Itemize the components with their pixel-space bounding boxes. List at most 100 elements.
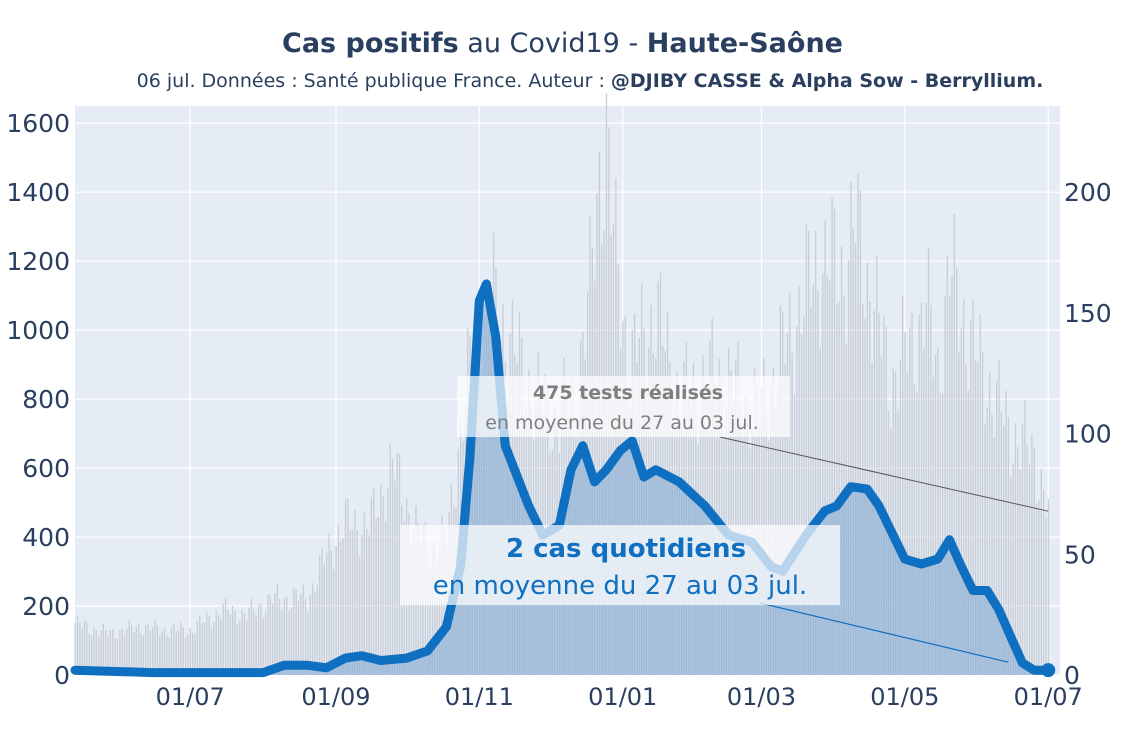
tests-bar — [208, 615, 210, 675]
tests-bar — [927, 248, 930, 675]
tests-bar — [857, 173, 859, 675]
tests-bar — [833, 209, 836, 675]
tests-bar — [363, 511, 365, 675]
tests-bar — [789, 293, 791, 675]
tests-bar — [166, 635, 168, 675]
tests-bar — [1021, 423, 1024, 675]
tests-bar — [953, 213, 956, 675]
tests-bar — [763, 358, 765, 675]
tests-bar — [152, 627, 154, 675]
annotation-cases-bold: 2 cas quotidiens — [506, 534, 746, 564]
tests-bar — [831, 197, 833, 676]
tests-bar — [114, 638, 116, 675]
tests-bar — [913, 383, 916, 675]
tests-bar — [330, 550, 333, 675]
tests-bar — [1003, 425, 1005, 675]
tests-bar — [358, 556, 361, 675]
tests-bar — [229, 614, 231, 675]
x-tick-label: 01/09 — [301, 683, 370, 711]
annotation-cases-box — [400, 525, 840, 605]
tests-bar — [958, 352, 960, 675]
right-axis-ticks: 0 50 100 150 200 — [1064, 178, 1112, 690]
tests-bar — [74, 623, 76, 675]
tests-bar — [227, 610, 229, 675]
tests-bar — [246, 619, 248, 675]
tests-bar — [264, 612, 267, 675]
tests-bar — [192, 632, 194, 675]
tests-bar — [972, 299, 974, 675]
tests-bar — [610, 235, 612, 675]
tests-bar — [356, 530, 358, 675]
tests-bar — [366, 529, 368, 675]
tests-bar — [391, 458, 394, 675]
tests-bar — [295, 589, 297, 675]
tests-bar — [988, 372, 991, 675]
tests-bar — [271, 603, 274, 675]
tests-bar — [984, 424, 986, 675]
tests-bar — [215, 610, 217, 675]
annotation-cases-text: en moyenne du 27 au 03 jul. — [433, 571, 807, 601]
x-tick-label: 01/11 — [445, 683, 514, 711]
tests-bar — [791, 353, 793, 675]
tests-bar — [119, 629, 121, 675]
tests-bar — [300, 593, 302, 675]
tests-bar — [267, 594, 269, 675]
tests-bar — [730, 370, 732, 675]
tests-bar — [911, 312, 913, 675]
tests-bar — [88, 633, 90, 675]
tests-bar — [438, 545, 441, 675]
tests-bar — [262, 617, 264, 675]
tests-bar — [283, 598, 286, 675]
tests-bar — [939, 392, 941, 675]
tests-bar — [956, 267, 958, 675]
tests-bar — [840, 246, 843, 675]
tests-bar — [899, 360, 901, 675]
tests-bar — [420, 542, 422, 675]
tests-bar — [123, 634, 126, 675]
tests-bar — [904, 331, 906, 675]
tests-bar — [184, 637, 187, 675]
tests-bar — [826, 277, 829, 675]
tests-bar — [901, 296, 904, 675]
tests-bar — [1031, 433, 1033, 675]
tests-bar — [79, 622, 81, 675]
left-tick-label: 600 — [22, 454, 70, 483]
tests-bar — [930, 305, 932, 675]
tests-bar — [337, 525, 340, 675]
tests-bar — [1045, 517, 1047, 675]
right-tick-label: 50 — [1064, 540, 1096, 569]
tests-bar — [838, 301, 840, 675]
tests-bar — [142, 635, 144, 675]
tests-bar — [274, 593, 276, 675]
title-region: Haute-Saône — [646, 28, 843, 59]
tests-bar — [847, 260, 850, 675]
tests-bar — [979, 314, 981, 675]
tests-bar — [140, 633, 142, 675]
tests-bar — [281, 609, 283, 675]
tests-bar — [993, 437, 995, 675]
tests-bar — [279, 599, 281, 675]
tests-bar — [302, 584, 304, 675]
tests-bar — [800, 334, 803, 675]
tests-bar — [932, 377, 934, 675]
tests-bar — [314, 592, 316, 675]
tests-bar — [824, 220, 826, 675]
tests-bar — [349, 530, 351, 675]
tests-bar — [934, 354, 937, 675]
tests-bar — [163, 627, 166, 675]
tests-bar — [951, 276, 953, 675]
tests-bar — [436, 561, 438, 675]
left-axis-ticks: 0 200 400 600 800 1000 1200 1400 1600 — [6, 109, 70, 690]
annotation-tests-bold: 475 tests réalisés — [533, 382, 723, 404]
left-tick-label: 200 — [22, 592, 70, 621]
tests-bar — [351, 529, 354, 675]
tests-bar — [257, 604, 260, 675]
right-tick-label: 100 — [1064, 420, 1112, 449]
tests-bar — [937, 347, 939, 675]
title-middle-part: au Covid19 - — [458, 28, 647, 59]
tests-bar — [850, 181, 852, 675]
tests-bar — [711, 317, 713, 675]
tests-bar — [810, 306, 812, 675]
tests-bar — [168, 637, 170, 675]
